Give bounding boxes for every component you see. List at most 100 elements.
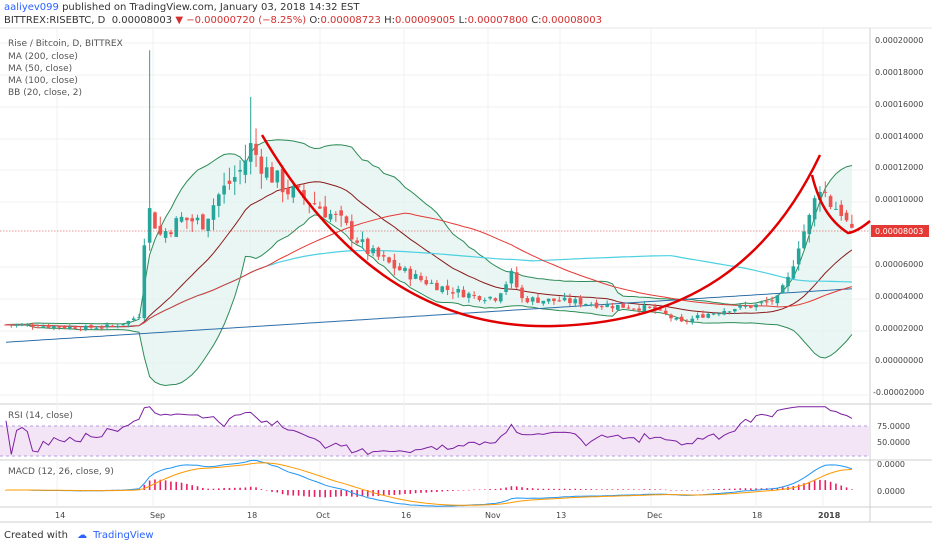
- candle-body: [201, 214, 205, 230]
- macd-hist-bar: [643, 489, 646, 490]
- macd-hist-bar: [675, 490, 678, 491]
- macd-hist-bar: [319, 490, 321, 498]
- macd-hist-bar: [563, 488, 566, 490]
- candle-body: [25, 324, 30, 326]
- ohlc-line: BITTREX:RISEBTC, D 0.00008003 ▼ −0.00000…: [4, 15, 602, 26]
- macd-hist-bar: [255, 487, 257, 490]
- candle-body: [451, 292, 455, 294]
- price-tick: 0.00016000: [875, 100, 923, 109]
- candle-body: [493, 298, 498, 301]
- author-link[interactable]: aaliyev099: [4, 2, 59, 13]
- macd-hist-bar: [505, 487, 507, 490]
- macd-hist-bar: [154, 479, 156, 490]
- candle-body: [185, 217, 189, 221]
- candle-body: [280, 168, 285, 193]
- candle-body: [775, 295, 780, 304]
- macd-hist-bar: [627, 489, 630, 490]
- candle-body: [419, 275, 423, 281]
- candle-body: [318, 206, 322, 209]
- macd-hist-bar: [622, 489, 624, 490]
- candle-body: [514, 272, 519, 288]
- macd-hist-bar: [170, 481, 172, 490]
- candle-body: [137, 317, 141, 319]
- macd-hist-bar: [680, 490, 683, 491]
- macd-hist-bar: [824, 480, 827, 490]
- price-tick: 0.00012000: [875, 163, 923, 172]
- candle-body: [94, 328, 99, 330]
- candle-body: [658, 309, 663, 311]
- macd-hist-bar: [313, 490, 316, 497]
- candle-body: [552, 298, 556, 302]
- macd-hist-bar: [819, 479, 821, 490]
- candle-body: [387, 257, 391, 263]
- candle-body: [578, 298, 583, 305]
- candle-body: [30, 325, 35, 328]
- cup-drawing[interactable]: [260, 134, 871, 328]
- time-label: 2018: [818, 511, 841, 520]
- time-label: 13: [556, 511, 566, 520]
- macd-hist-bar: [750, 488, 752, 490]
- macd-hist-bar: [670, 490, 672, 491]
- macd-hist-bar: [159, 479, 162, 490]
- tradingview-brand[interactable]: TradingView: [93, 530, 154, 541]
- macd-hist-bar: [744, 488, 747, 490]
- candle-body: [206, 218, 210, 231]
- candle-body: [147, 208, 152, 243]
- macd-hist-bar: [845, 487, 848, 490]
- macd-hist-bar: [329, 490, 332, 498]
- macd-hist-bar: [813, 480, 816, 490]
- candle-body: [679, 316, 684, 322]
- price-tick: 0.00002000: [875, 324, 923, 333]
- current-price-badge: [871, 225, 929, 237]
- candle-body: [663, 310, 668, 314]
- current-price-label: 0.00008003: [875, 227, 923, 236]
- candle-body: [541, 300, 546, 304]
- candle-body: [828, 196, 833, 207]
- macd-hist-bar: [361, 490, 364, 497]
- candle-body: [594, 302, 599, 308]
- candle-body: [568, 298, 572, 304]
- close-value: 0.00008003: [541, 15, 603, 26]
- candle-body: [584, 303, 588, 305]
- macd-hist-bar: [462, 490, 465, 491]
- macd-hist-bar: [803, 483, 805, 490]
- macd-hist-bar: [654, 489, 656, 490]
- candle-body: [9, 324, 14, 326]
- candle-body: [190, 218, 194, 222]
- macd-hist-bar: [611, 489, 614, 490]
- macd-hist-bar: [702, 489, 704, 491]
- macd-hist-bar: [303, 490, 305, 497]
- price-tick: 0.00006000: [875, 260, 923, 269]
- candle-body: [722, 310, 726, 315]
- candle-body: [669, 314, 673, 319]
- candle-body: [685, 320, 689, 322]
- macd-tick: 0.0000: [877, 487, 905, 496]
- macd-hist-bar: [398, 490, 401, 495]
- macd-hist-bar: [840, 485, 843, 490]
- candle-body: [738, 305, 742, 308]
- macd-hist-bar: [228, 487, 231, 490]
- tradingview-logo-icon[interactable]: ☁: [77, 530, 88, 541]
- macd-hist-bar: [308, 490, 311, 497]
- candle-body: [222, 185, 226, 195]
- footer: Created with ☁ TradingView: [4, 530, 154, 541]
- price-axis[interactable]: 0.00020000 0.00018000 0.00016000 0.00014…: [871, 36, 929, 397]
- candle-body: [105, 324, 109, 328]
- time-axis[interactable]: 14 Sep 18 Oct 16 Nov 13 Dec 18 2018: [55, 511, 841, 520]
- candle-body: [456, 288, 460, 293]
- candle-body: [217, 194, 221, 206]
- macd-hist-bar: [691, 490, 694, 491]
- ma200-line: [5, 288, 852, 343]
- macd-hist-bar: [265, 490, 268, 491]
- macd-hist-bar: [473, 489, 475, 491]
- macd-hist-bar: [345, 490, 348, 497]
- candle-body: [844, 212, 849, 221]
- open-value: 0.00008723: [320, 15, 381, 26]
- macd-hist-bar: [829, 481, 832, 490]
- bollinger-upper-line: [5, 139, 853, 326]
- candle-body: [621, 303, 625, 308]
- candle-body: [142, 245, 147, 319]
- publish-line: aaliyev099 published on TradingView.com,…: [4, 2, 360, 13]
- macd-tick: 0.0000: [877, 460, 905, 469]
